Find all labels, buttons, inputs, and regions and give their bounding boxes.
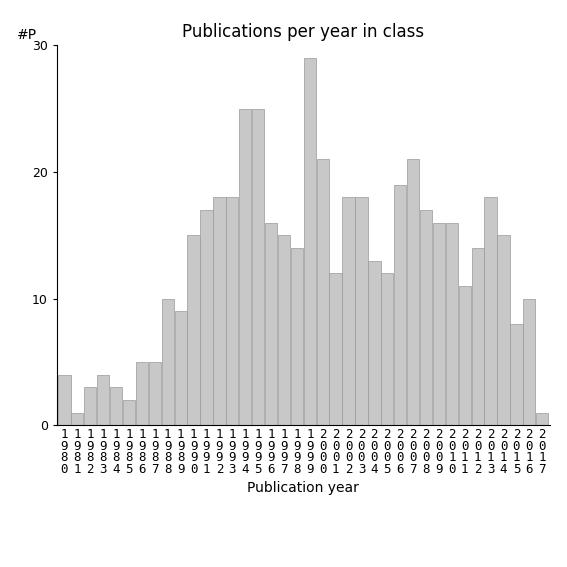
Bar bbox=[136, 362, 148, 425]
Bar bbox=[278, 235, 290, 425]
Bar bbox=[433, 223, 445, 425]
Bar bbox=[381, 273, 393, 425]
X-axis label: Publication year: Publication year bbox=[247, 481, 359, 495]
Bar bbox=[162, 299, 174, 425]
Bar bbox=[84, 387, 96, 425]
Bar bbox=[407, 159, 419, 425]
Bar bbox=[356, 197, 367, 425]
Bar bbox=[226, 197, 239, 425]
Bar bbox=[71, 413, 83, 425]
Bar bbox=[497, 235, 510, 425]
Bar bbox=[213, 197, 226, 425]
Bar bbox=[265, 223, 277, 425]
Bar bbox=[110, 387, 122, 425]
Text: #P: #P bbox=[17, 28, 37, 41]
Bar bbox=[484, 197, 497, 425]
Title: Publications per year in class: Publications per year in class bbox=[182, 23, 425, 41]
Bar bbox=[252, 109, 264, 425]
Bar bbox=[536, 413, 548, 425]
Bar bbox=[510, 324, 523, 425]
Bar bbox=[446, 223, 458, 425]
Bar bbox=[420, 210, 432, 425]
Bar bbox=[459, 286, 471, 425]
Bar bbox=[329, 273, 342, 425]
Bar bbox=[394, 185, 407, 425]
Bar bbox=[239, 109, 251, 425]
Bar bbox=[175, 311, 187, 425]
Bar bbox=[123, 400, 135, 425]
Bar bbox=[316, 159, 329, 425]
Bar bbox=[188, 235, 200, 425]
Bar bbox=[342, 197, 355, 425]
Bar bbox=[291, 248, 303, 425]
Bar bbox=[97, 375, 109, 425]
Bar bbox=[304, 58, 316, 425]
Bar bbox=[149, 362, 161, 425]
Bar bbox=[58, 375, 70, 425]
Bar bbox=[200, 210, 213, 425]
Bar bbox=[368, 261, 380, 425]
Bar bbox=[472, 248, 484, 425]
Bar bbox=[523, 299, 535, 425]
